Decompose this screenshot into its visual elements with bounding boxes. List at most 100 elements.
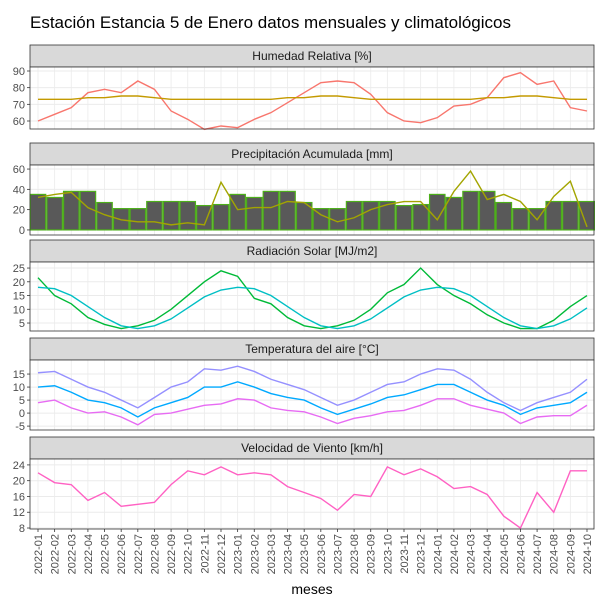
- data-line: [37, 381, 588, 418]
- data-line: [37, 398, 588, 426]
- bar: [62, 190, 80, 231]
- bar: [279, 190, 296, 231]
- y-tick-label: 0: [19, 408, 25, 420]
- bar: [395, 204, 413, 231]
- panel-background: [30, 262, 594, 331]
- panel-border: [29, 261, 595, 332]
- x-tick-label: 2022-08: [149, 534, 161, 574]
- x-tick-label: 2024-05: [499, 534, 511, 574]
- x-tick-label: 2023-03: [266, 534, 278, 574]
- bar: [179, 200, 197, 231]
- x-tick-label: 2023-02: [249, 534, 261, 574]
- panel-title: Velocidad de Viento [km/h]: [241, 441, 383, 455]
- panel-title: Temperatura del aire [°C]: [245, 342, 379, 356]
- bar: [412, 203, 429, 231]
- x-tick-label: 2024-09: [565, 534, 577, 574]
- bar: [562, 200, 579, 231]
- panel-border: [29, 164, 595, 236]
- x-tick-label: 2023-12: [416, 534, 428, 574]
- bar: [362, 200, 380, 231]
- data-line: [37, 169, 588, 228]
- bar: [212, 203, 230, 231]
- y-tick-label: 8: [19, 523, 25, 535]
- x-tick-label: 2024-08: [549, 534, 561, 574]
- y-tick-label: 12: [13, 507, 25, 519]
- x-tick-label: 2022-07: [133, 534, 145, 574]
- bar: [146, 200, 163, 231]
- y-tick-label: 10: [13, 382, 25, 394]
- y-tick-label: 20: [13, 205, 25, 217]
- y-tick-label: 16: [13, 491, 25, 503]
- x-axis-title: meses: [291, 581, 332, 597]
- panel-title: Precipitación Acumulada [mm]: [231, 147, 392, 161]
- y-tick-label: 0: [19, 225, 25, 237]
- x-tick-label: 2022-04: [83, 534, 95, 574]
- x-tick-label: 2022-01: [33, 534, 45, 574]
- y-tick-label: 40: [13, 184, 25, 196]
- y-tick-label: 20: [13, 476, 25, 488]
- y-tick-label: 15: [13, 369, 25, 381]
- bar: [462, 190, 479, 231]
- x-tick-label: 2022-02: [50, 534, 62, 574]
- bar: [129, 208, 147, 231]
- y-tick-label: 15: [13, 291, 25, 303]
- panel-background: [30, 360, 594, 430]
- panel-border: [29, 359, 595, 431]
- x-tick-label: 2023-05: [299, 534, 311, 574]
- data-line: [37, 286, 588, 330]
- y-tick-label: 60: [13, 164, 25, 176]
- bar: [29, 193, 47, 231]
- y-tick-label: 24: [13, 460, 25, 472]
- x-tick-label: 2024-03: [466, 534, 478, 574]
- bar: [162, 200, 180, 231]
- bar: [46, 196, 63, 231]
- x-tick-label: 2022-11: [199, 534, 211, 574]
- bar: [495, 201, 513, 231]
- x-tick-label: 2022-03: [66, 534, 78, 574]
- x-tick-label: 2023-07: [332, 534, 344, 574]
- y-tick-label: 20: [13, 277, 25, 289]
- panel-title: Radiación Solar [MJ/m2]: [247, 244, 378, 258]
- bar: [379, 200, 396, 231]
- bar: [262, 190, 280, 231]
- x-tick-label: 2023-09: [366, 534, 378, 574]
- bar: [512, 208, 529, 231]
- x-tick-label: 2023-04: [283, 534, 295, 574]
- x-tick-label: 2024-02: [449, 534, 461, 574]
- x-tick-label: 2023-11: [399, 534, 411, 574]
- x-tick-label: 2024-01: [432, 534, 444, 574]
- x-tick-label: 2023-08: [349, 534, 361, 574]
- y-tick-label: 5: [19, 318, 25, 330]
- y-tick-label: 60: [13, 116, 25, 128]
- panel-border: [29, 458, 595, 530]
- data-line: [37, 71, 588, 131]
- panel-title: Humedad Relativa [%]: [252, 49, 371, 63]
- x-tick-label: 2022-09: [166, 534, 178, 574]
- x-tick-label: 2022-05: [100, 534, 112, 574]
- bar: [245, 196, 263, 231]
- y-tick-label: 5: [19, 395, 25, 407]
- bar: [312, 208, 330, 231]
- x-tick-label: 2023-06: [316, 534, 328, 574]
- bar: [478, 190, 496, 231]
- y-tick-label: -5: [15, 421, 25, 433]
- data-line: [38, 95, 587, 101]
- panel-background: [30, 459, 594, 529]
- x-tick-label: 2024-06: [515, 534, 527, 574]
- bar: [345, 200, 363, 231]
- data-line: [37, 465, 587, 530]
- bar: [96, 201, 113, 231]
- y-tick-label: 10: [13, 304, 25, 316]
- bar: [445, 196, 463, 231]
- chart-title: Estación Estancia 5 de Enero datos mensu…: [30, 13, 511, 32]
- x-tick-label: 2023-01: [233, 534, 245, 574]
- x-tick-label: 2024-10: [582, 534, 594, 574]
- y-tick-label: 90: [13, 66, 25, 78]
- y-tick-label: 80: [13, 83, 25, 95]
- y-tick-label: 70: [13, 99, 25, 111]
- x-tick-label: 2022-06: [116, 534, 128, 574]
- data-line: [37, 365, 588, 412]
- x-tick-label: 2024-07: [532, 534, 544, 574]
